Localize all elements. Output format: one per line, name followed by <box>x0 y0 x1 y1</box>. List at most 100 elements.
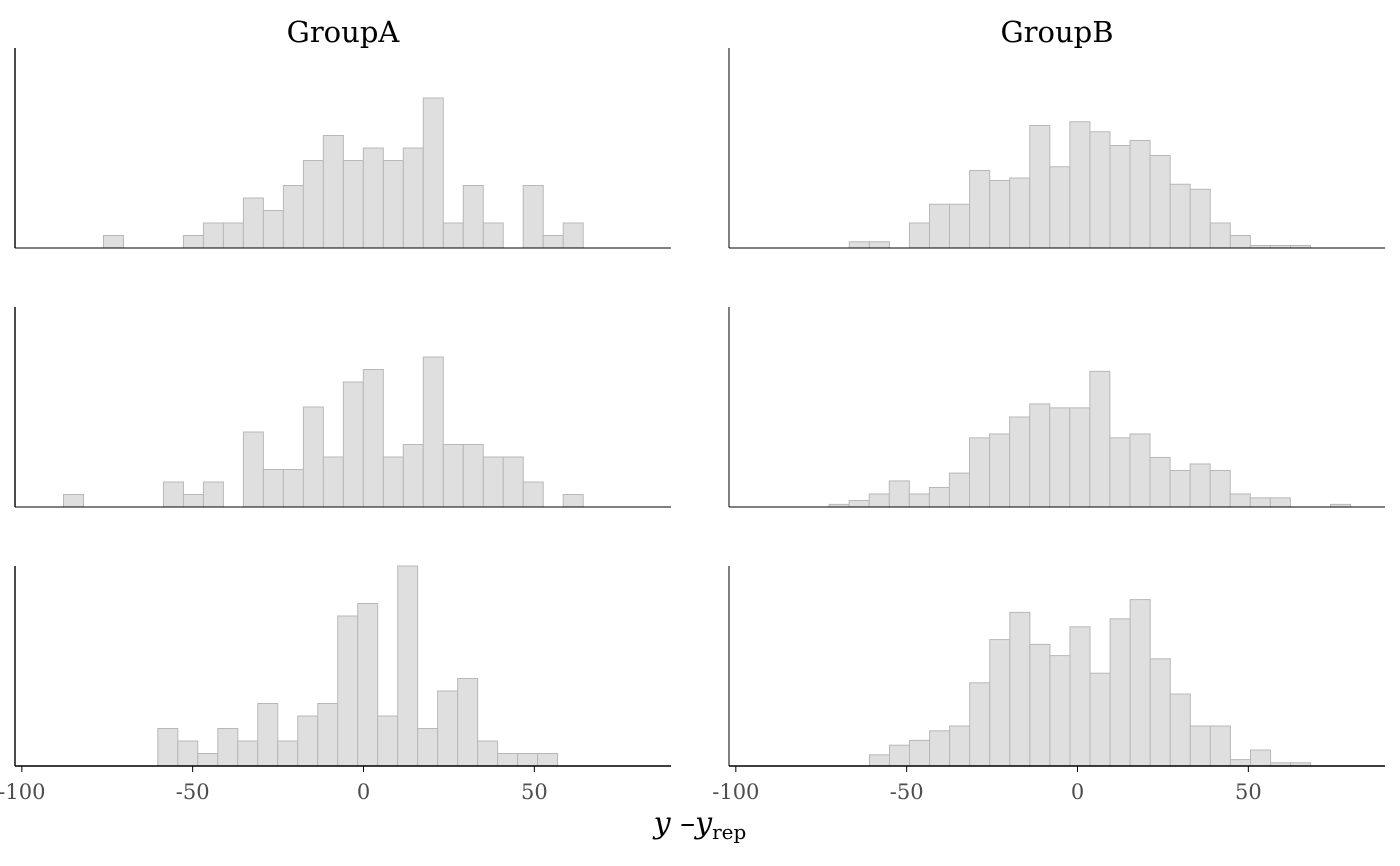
histogram-bar <box>217 728 239 767</box>
histogram-bar <box>162 481 184 508</box>
histogram-bar <box>337 615 359 767</box>
histogram-bar <box>442 222 464 249</box>
panel-groupa-row-3: -100 -50 0 50 <box>0 565 671 804</box>
histogram-bar <box>1149 456 1171 508</box>
histogram-bar <box>382 160 404 249</box>
histogram-bar <box>397 565 419 767</box>
histogram-bar <box>1229 759 1251 767</box>
x-tick-label: -100 <box>0 780 45 804</box>
histogram-bar <box>502 456 524 508</box>
histogram-bar <box>969 170 991 249</box>
histogram-bar <box>1089 370 1111 508</box>
x-tick-label: 50 <box>1235 780 1262 804</box>
histogram-bar <box>157 728 179 767</box>
histogram-bar <box>262 210 284 249</box>
histogram-bar <box>537 753 559 767</box>
histogram-bar <box>1169 693 1191 767</box>
histogram-bar <box>322 456 344 508</box>
histogram-bar <box>517 753 539 767</box>
x-tick-label: 50 <box>521 780 548 804</box>
histogram-bar <box>197 753 219 767</box>
histogram-bar <box>888 480 910 508</box>
histogram-bar <box>868 754 890 767</box>
histogram-bar <box>462 185 484 249</box>
histogram-bar <box>1129 433 1151 508</box>
histogram-bar <box>848 241 870 249</box>
histogram-bar <box>297 715 319 767</box>
histogram-bar <box>1229 493 1251 508</box>
histogram-bar <box>948 472 971 508</box>
histogram-bar <box>928 203 951 249</box>
histogram-bar <box>929 730 951 767</box>
histogram-bar <box>1189 188 1211 249</box>
histogram-bar <box>1149 658 1171 767</box>
histogram-bar <box>417 728 439 767</box>
x-tick-label: -50 <box>176 780 210 804</box>
panel-groupb-row-1 <box>728 48 1385 249</box>
histogram-bar <box>1129 140 1151 249</box>
histogram-bar <box>1089 131 1111 249</box>
histogram-bar <box>242 197 264 249</box>
histogram-bar <box>1009 416 1031 508</box>
histogram-bar <box>422 356 444 508</box>
histogram-bar <box>868 493 890 508</box>
histogram-bar <box>969 682 991 767</box>
histogram-bar <box>1189 725 1211 767</box>
histogram-bar <box>542 235 564 249</box>
histogram-bar <box>1029 125 1051 249</box>
x-axis-title: y –yrep <box>652 806 747 844</box>
histogram-bar <box>342 160 364 249</box>
histogram-bar <box>377 715 399 767</box>
histogram-bar <box>908 222 930 249</box>
histogram-bar <box>1069 121 1091 249</box>
x-axis-title-main: y –y <box>652 806 713 841</box>
histogram-bar <box>969 437 991 508</box>
histogram-bar <box>442 444 464 508</box>
histogram-bar <box>457 678 479 767</box>
histogram-bar <box>382 456 404 508</box>
panel-groupa-row-2 <box>14 307 671 508</box>
histogram-bar <box>522 481 544 508</box>
facet-title-1: GroupA <box>287 15 401 49</box>
histogram-bar <box>257 703 279 767</box>
histogram-bar <box>322 135 344 249</box>
histogram-bar <box>182 494 204 508</box>
x-tick-label: -100 <box>712 780 759 804</box>
histogram-bar <box>302 160 324 249</box>
histogram-bar <box>888 744 911 767</box>
histogram-bar <box>1169 469 1191 508</box>
histogram-bar <box>177 740 199 767</box>
histogram-bar <box>242 431 264 508</box>
histogram-bar <box>562 494 584 508</box>
x-axis-title-subscript: rep <box>712 820 746 844</box>
histogram-bar <box>1069 407 1091 508</box>
histogram-bar <box>1069 626 1091 767</box>
histogram-bar <box>868 241 890 249</box>
histogram-bar <box>909 739 931 767</box>
histogram-bar <box>1129 599 1151 767</box>
histogram-bar <box>1269 497 1291 508</box>
histogram-bar <box>1189 463 1211 508</box>
histogram-bar <box>317 703 339 767</box>
histogram-bar <box>482 222 504 249</box>
facet-title-2: GroupB <box>1000 15 1113 49</box>
histogram-bar <box>402 147 424 249</box>
histogram-bar <box>302 406 324 508</box>
histogram-bar <box>908 493 930 508</box>
histogram-bar <box>1149 155 1171 249</box>
x-tick-label: 0 <box>357 780 370 804</box>
histogram-bar <box>182 235 204 249</box>
panel-groupa-row-1 <box>14 48 671 249</box>
histogram-bar <box>342 381 364 508</box>
histogram-bar <box>202 481 224 508</box>
histogram-bar <box>262 469 284 508</box>
histogram-bar <box>477 740 499 767</box>
histogram-bar <box>422 97 444 249</box>
histogram-bar <box>1089 672 1111 767</box>
histogram-bar <box>402 444 424 508</box>
histogram-bar <box>1049 407 1071 508</box>
histogram-bar <box>1209 469 1231 508</box>
histogram-bar <box>1209 725 1231 767</box>
